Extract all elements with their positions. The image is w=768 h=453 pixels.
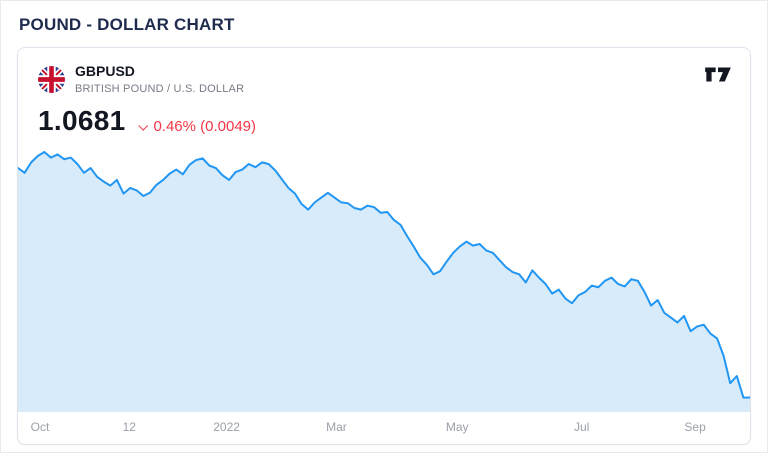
x-axis-label: Jul [573, 420, 590, 434]
chart-line [18, 152, 750, 398]
x-axis-label: 2022 [213, 420, 240, 434]
symbol-subtitle: BRITISH POUND / U.S. DOLLAR [75, 83, 245, 96]
symbol-block[interactable]: GBPUSD BRITISH POUND / U.S. DOLLAR [38, 63, 245, 96]
widget-header: GBPUSD BRITISH POUND / U.S. DOLLAR [38, 63, 732, 96]
price-chart-svg [18, 140, 750, 412]
price-row: 1.0681 0.46% (0.0049) [38, 105, 256, 137]
tradingview-logo[interactable] [704, 66, 732, 83]
price-change-label: 0.46% (0.0049) [153, 118, 257, 135]
x-axis-labels: Oct 12 2022 Mar May Jul Sep [18, 420, 750, 436]
x-axis-label: Mar [326, 420, 347, 434]
x-axis-label: Oct [30, 420, 50, 434]
arrow-down-icon [138, 120, 149, 131]
symbol-name[interactable]: GBPUSD [75, 63, 135, 79]
price-change: 0.46% (0.0049) [138, 118, 257, 135]
x-axis-label: Sep [684, 420, 706, 434]
current-price: 1.0681 [38, 105, 126, 136]
chart-area [18, 151, 750, 412]
x-axis-label: 12 [122, 420, 136, 434]
price-chart-widget: GBPUSD BRITISH POUND / U.S. DOLLAR 1.068… [17, 47, 751, 445]
page-title: POUND - DOLLAR CHART [19, 15, 235, 34]
uk-flag-icon [38, 66, 65, 94]
x-axis-label: May [445, 420, 469, 434]
price-chart[interactable] [18, 140, 750, 412]
